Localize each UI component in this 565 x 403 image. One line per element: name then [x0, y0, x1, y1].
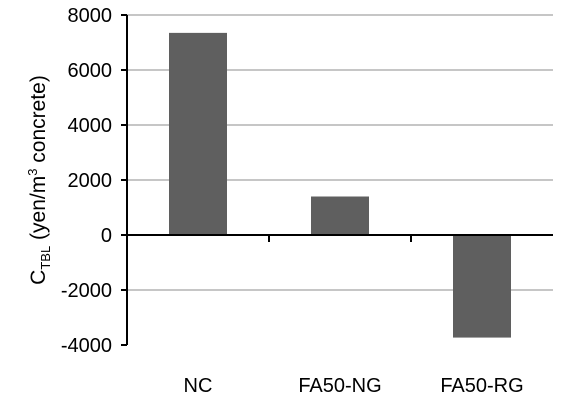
- y-tick-label: 4000: [68, 115, 113, 137]
- y-tick-label: 2000: [68, 170, 113, 192]
- bar-fa50-rg: [453, 235, 511, 338]
- y-tick-label: -4000: [61, 335, 112, 357]
- y-tick-label: 8000: [68, 5, 113, 27]
- bar-fa50-ng: [311, 197, 369, 236]
- x-category-label: FA50-RG: [440, 375, 523, 397]
- y-axis-title: CTBL (yen/m3 concrete): [25, 75, 53, 285]
- x-category-label: NC: [184, 375, 213, 397]
- bars: [169, 33, 511, 338]
- y-tick-label: 6000: [68, 60, 113, 82]
- labels: -4000 -2000 0 2000 4000 6000 8000 NC FA50-NG FA50…: [61, 5, 524, 397]
- y-tick-label: 0: [101, 225, 112, 247]
- x-category-label: FA50-NG: [298, 375, 381, 397]
- y-tick-label: -2000: [61, 280, 112, 302]
- bar-nc: [169, 33, 227, 235]
